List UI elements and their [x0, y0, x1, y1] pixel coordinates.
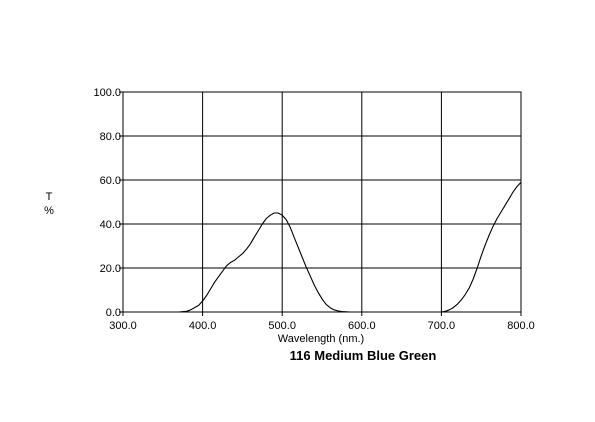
y-tick-label: 20.0 [100, 263, 121, 275]
x-tick-label: 600.0 [348, 320, 376, 332]
x-tick-label: 500.0 [268, 320, 296, 332]
series-lines [178, 181, 522, 313]
y-tick-label: 60.0 [100, 175, 121, 187]
transmission-curve-2 [433, 181, 522, 313]
x-tick-label: 800.0 [507, 320, 535, 332]
y-tick-label: 40.0 [100, 219, 121, 231]
transmission-curve-1 [178, 212, 362, 313]
grid [119, 91, 522, 316]
tick-labels: 300.0 400.0 500.0 600.0 700.0 800.0 0.0 20.0 40.… [93, 87, 534, 332]
y-tick-label: 0.0 [106, 307, 121, 319]
x-tick-label: 300.0 [109, 320, 137, 332]
chart-title: 116 Medium Blue Green [290, 348, 437, 363]
y-tick-label: 100.0 [93, 87, 121, 99]
y-axis-label-percent: % [44, 205, 54, 217]
y-axis-label-t: T [46, 191, 53, 203]
x-axis-label: Wavelength (nm.) [278, 333, 364, 345]
x-tick-label: 400.0 [189, 320, 217, 332]
x-tick-label: 700.0 [428, 320, 456, 332]
plot-frame [122, 91, 522, 313]
y-tick-label: 80.0 [100, 131, 121, 143]
